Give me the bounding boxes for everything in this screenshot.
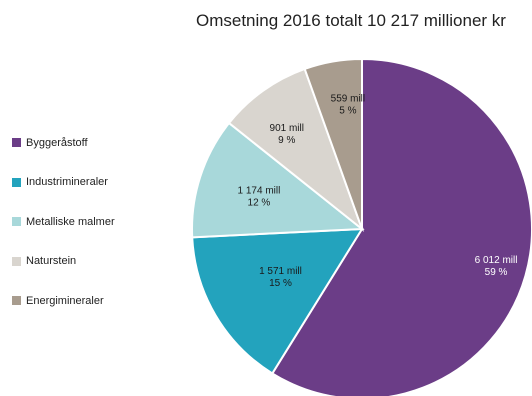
chart-title: Omsetning 2016 totalt 10 217 millioner k… [196,11,506,30]
slice-value-label: 901 mill [270,123,304,134]
pie-slice-energimineraler [303,57,363,230]
legend-swatch [12,177,21,187]
legend-swatch [12,217,21,226]
pie-slice-naturstein [227,67,365,232]
legend-item-naturstein: Naturstein [12,255,115,268]
pie-slice-metalliske-malmer [191,121,365,239]
slice-label-byggerastoff: 6 012 mill 59 % [475,255,518,278]
legend-label: Industrimineraler [26,176,108,188]
slice-percent-label: 12 % [248,198,271,209]
legend-label: Energimineraler [26,294,104,307]
legend-item-energimineraler: Energimineraler [12,294,115,307]
slice-percent-label: 59 % [485,267,508,278]
slice-value-label: 6 012 mill [475,255,518,266]
legend-label: Metalliske malmer [26,215,115,228]
legend-label: Naturstein [26,255,77,267]
slice-value-label: 1 571 mill [259,266,302,277]
slice-value-label: 1 174 mill [238,186,281,197]
pie-slice-byggerastoff [270,57,532,396]
legend: Byggeråstoff Industrimineraler Metallisk… [12,136,115,334]
legend-swatch [12,256,21,266]
slice-label-metalliske-malmer: 1 174 mill 12 % [238,186,281,209]
slice-value-label: 559 mill [331,94,365,105]
legend-item-byggerastoff: Byggeråstoff [12,136,115,149]
slice-label-energimineraler: 559 mill 5 % [331,94,365,117]
slice-label-naturstein: 901 mill 9 % [270,123,304,146]
legend-item-industrimineraler: Industrimineraler [12,176,115,189]
legend-swatch [12,138,21,147]
legend-swatch [12,296,21,305]
legend-item-metalliske-malmer: Metalliske malmer [12,215,115,228]
legend-label: Byggeråstoff [26,136,88,149]
slice-label-industrimineraler: 1 571 mill 15 % [259,266,302,289]
slice-percent-label: 5 % [339,106,356,117]
slice-percent-label: 9 % [278,135,295,146]
pie-slice-industrimineraler [191,227,364,375]
slice-percent-label: 15 % [269,278,292,289]
